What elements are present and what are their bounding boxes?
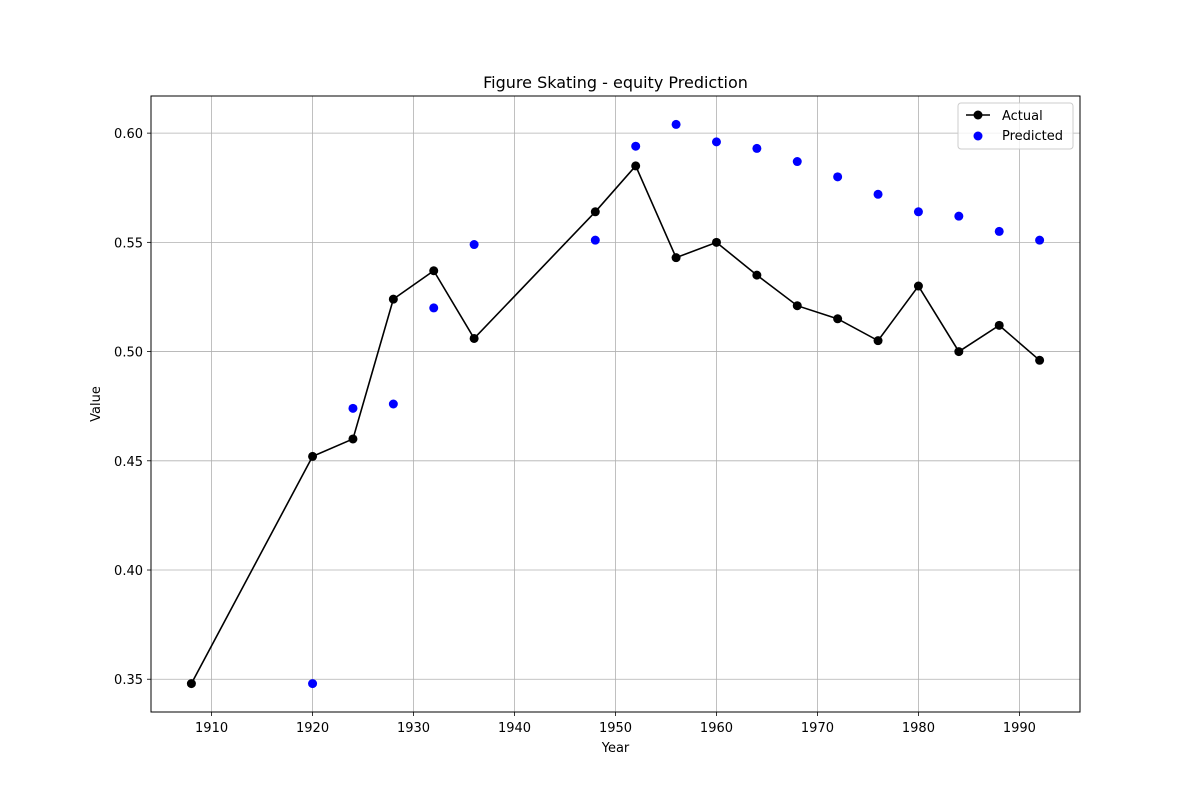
predicted-point <box>913 207 923 217</box>
predicted-point <box>590 235 600 245</box>
y-tick-label: 0.35 <box>114 673 143 688</box>
actual-point <box>833 314 843 324</box>
x-tick-label: 1930 <box>397 721 430 736</box>
y-tick-label: 0.40 <box>114 564 143 579</box>
actual-point <box>469 333 479 343</box>
predicted-point <box>671 119 681 129</box>
x-tick-label: 1950 <box>599 721 632 736</box>
predicted-point <box>308 679 318 689</box>
actual-point <box>792 301 802 311</box>
actual-point <box>348 434 358 444</box>
x-tick-label: 1960 <box>700 721 733 736</box>
actual-point <box>631 161 641 171</box>
predicted-point <box>1035 235 1045 245</box>
predicted-point <box>873 189 883 199</box>
predicted-point <box>469 240 479 250</box>
x-tick-label: 1910 <box>195 721 228 736</box>
x-tick-label: 1940 <box>498 721 531 736</box>
actual-point <box>1035 355 1045 365</box>
chart-title: Figure Skating - equity Prediction <box>483 73 748 92</box>
predicted-point <box>348 403 358 413</box>
predicted-point <box>388 399 398 409</box>
predicted-point <box>711 137 721 147</box>
predicted-point <box>429 303 439 313</box>
actual-point <box>913 281 923 291</box>
predicted-point <box>954 211 964 221</box>
actual-line <box>190 164 1041 684</box>
predicted-point <box>994 226 1004 236</box>
actual-point <box>752 270 762 280</box>
actual-point <box>671 253 681 263</box>
actual-point <box>429 266 439 276</box>
axis-ticks: 1910 1920 1930 1940 1950 1960 1970 1980 1990 0.35… <box>114 127 1036 736</box>
legend-actual-label: Actual <box>1002 109 1043 124</box>
y-tick-label: 0.45 <box>114 455 143 470</box>
actual-point <box>954 347 964 357</box>
x-tick-label: 1980 <box>902 721 935 736</box>
legend-predicted-label: Predicted <box>1002 129 1063 144</box>
predicted-point <box>752 143 762 153</box>
legend-actual-marker <box>973 110 983 120</box>
y-axis-title: Value <box>89 386 104 422</box>
y-tick-label: 0.60 <box>114 127 143 142</box>
grid-lines <box>151 96 1080 712</box>
actual-point <box>994 320 1004 330</box>
actual-point <box>186 679 196 689</box>
x-tick-label: 1920 <box>296 721 329 736</box>
predicted-point <box>792 157 802 167</box>
actual-point <box>308 451 318 461</box>
predicted-point <box>631 141 641 151</box>
x-axis-title: Year <box>601 741 630 756</box>
legend: Actual Predicted <box>957 102 1074 150</box>
x-tick-label: 1990 <box>1003 721 1036 736</box>
actual-point <box>590 207 600 217</box>
y-tick-label: 0.55 <box>114 236 143 251</box>
actual-point <box>388 294 398 304</box>
y-tick-label: 0.50 <box>114 346 143 361</box>
legend-predicted-marker <box>973 131 983 141</box>
x-tick-label: 1970 <box>801 721 834 736</box>
predicted-point <box>833 172 843 182</box>
actual-point <box>711 237 721 247</box>
actual-point <box>873 336 883 346</box>
plot-series <box>186 119 1045 689</box>
